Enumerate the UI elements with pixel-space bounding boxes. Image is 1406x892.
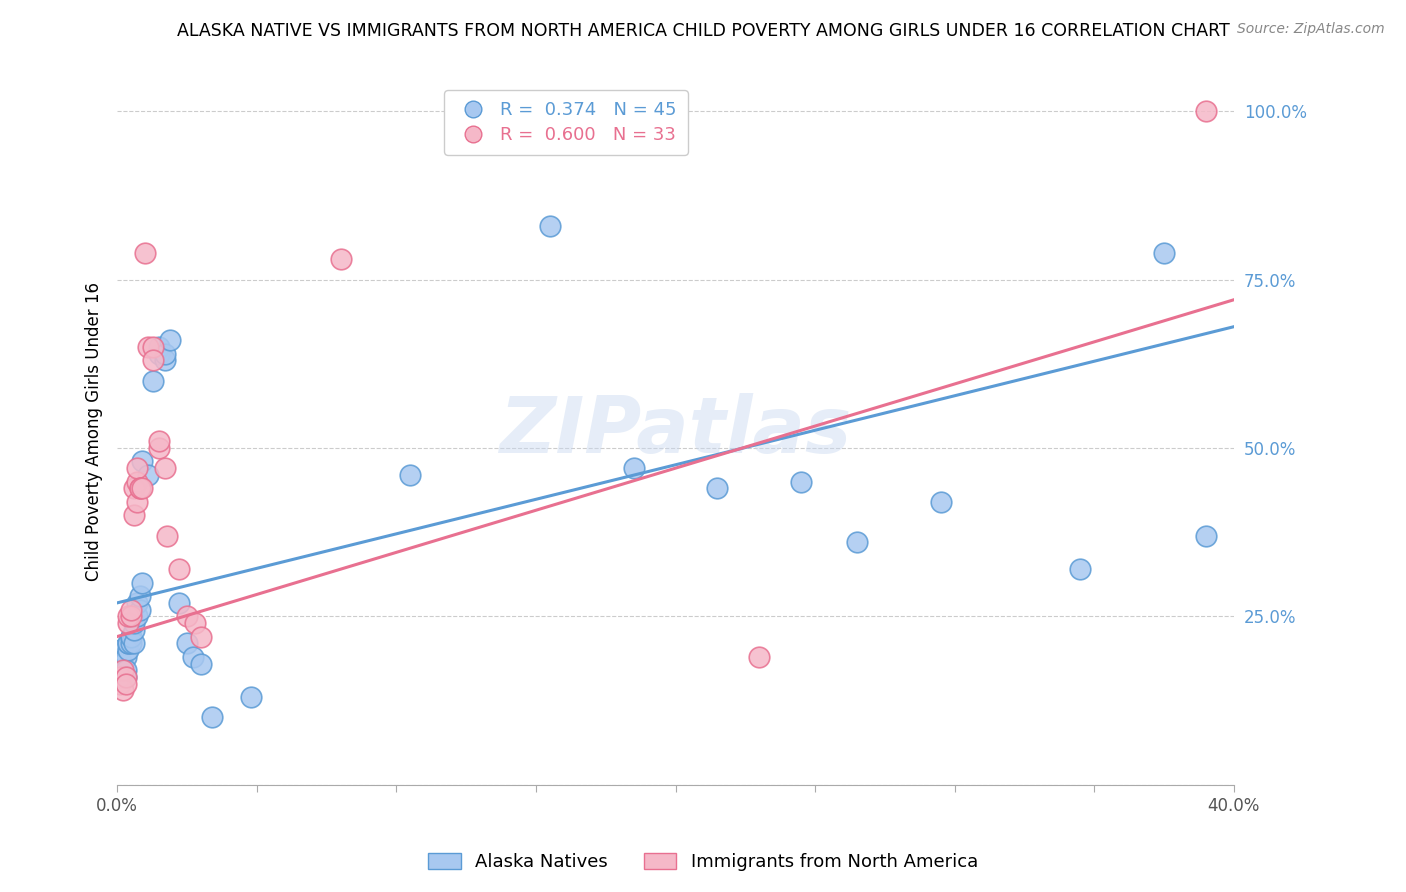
Legend: Alaska Natives, Immigrants from North America: Alaska Natives, Immigrants from North Am… xyxy=(420,846,986,879)
Point xyxy=(120,630,142,644)
Point xyxy=(134,245,156,260)
Point xyxy=(111,657,134,671)
Point xyxy=(148,434,170,449)
Point xyxy=(117,636,139,650)
Point xyxy=(846,535,869,549)
Point xyxy=(538,219,561,233)
Point xyxy=(142,340,165,354)
Point xyxy=(128,481,150,495)
Point xyxy=(128,602,150,616)
Point xyxy=(117,616,139,631)
Point xyxy=(111,670,134,684)
Point xyxy=(1153,245,1175,260)
Point xyxy=(329,252,352,267)
Point xyxy=(623,461,645,475)
Point xyxy=(142,353,165,368)
Point xyxy=(1195,528,1218,542)
Point xyxy=(108,676,131,690)
Point xyxy=(184,616,207,631)
Point xyxy=(131,454,153,468)
Point xyxy=(122,636,145,650)
Point xyxy=(176,636,198,650)
Point xyxy=(122,481,145,495)
Text: ZIPatlas: ZIPatlas xyxy=(499,393,852,469)
Point xyxy=(148,346,170,360)
Point xyxy=(122,508,145,523)
Point xyxy=(122,616,145,631)
Point xyxy=(790,475,813,489)
Point xyxy=(125,475,148,489)
Text: ALASKA NATIVE VS IMMIGRANTS FROM NORTH AMERICA CHILD POVERTY AMONG GIRLS UNDER 1: ALASKA NATIVE VS IMMIGRANTS FROM NORTH A… xyxy=(177,22,1229,40)
Point xyxy=(128,589,150,603)
Point xyxy=(706,481,728,495)
Point xyxy=(125,461,148,475)
Point xyxy=(136,340,159,354)
Point xyxy=(108,663,131,677)
Point xyxy=(111,683,134,698)
Point xyxy=(159,333,181,347)
Point xyxy=(1195,104,1218,119)
Point xyxy=(201,710,224,724)
Point xyxy=(748,649,770,664)
Point xyxy=(399,467,422,482)
Point xyxy=(125,495,148,509)
Point xyxy=(117,636,139,650)
Point xyxy=(122,623,145,637)
Point xyxy=(120,602,142,616)
Point xyxy=(108,643,131,657)
Point xyxy=(190,657,212,671)
Text: Source: ZipAtlas.com: Source: ZipAtlas.com xyxy=(1237,22,1385,37)
Point xyxy=(120,630,142,644)
Point xyxy=(148,340,170,354)
Point xyxy=(167,596,190,610)
Point xyxy=(108,670,131,684)
Point xyxy=(114,670,136,684)
Point xyxy=(181,649,204,664)
Point xyxy=(929,495,952,509)
Point xyxy=(142,374,165,388)
Point xyxy=(240,690,263,705)
Point xyxy=(125,609,148,624)
Point xyxy=(114,663,136,677)
Point xyxy=(153,353,176,368)
Point xyxy=(125,596,148,610)
Point xyxy=(131,575,153,590)
Point xyxy=(117,609,139,624)
Point xyxy=(131,481,153,495)
Y-axis label: Child Poverty Among Girls Under 16: Child Poverty Among Girls Under 16 xyxy=(86,282,103,581)
Point xyxy=(120,636,142,650)
Legend: R =  0.374   N = 45, R =  0.600   N = 33: R = 0.374 N = 45, R = 0.600 N = 33 xyxy=(444,90,688,155)
Point xyxy=(128,481,150,495)
Point xyxy=(167,562,190,576)
Point xyxy=(153,461,176,475)
Point xyxy=(156,528,179,542)
Point xyxy=(117,643,139,657)
Point xyxy=(190,630,212,644)
Point xyxy=(120,609,142,624)
Point xyxy=(114,670,136,684)
Point xyxy=(153,346,176,360)
Point xyxy=(111,663,134,677)
Point xyxy=(148,441,170,455)
Point xyxy=(176,609,198,624)
Point xyxy=(114,676,136,690)
Point xyxy=(1069,562,1091,576)
Point xyxy=(114,649,136,664)
Point xyxy=(136,467,159,482)
